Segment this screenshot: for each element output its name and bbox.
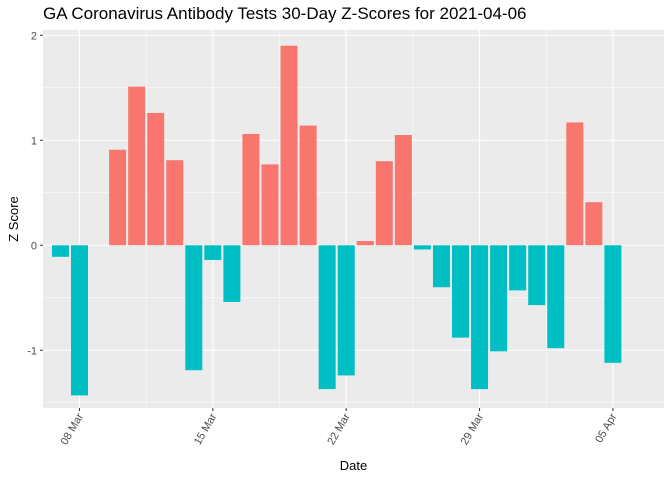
bar (528, 245, 546, 306)
y-axis: -1 0 1 2 (27, 30, 43, 357)
bar (204, 245, 222, 260)
bar (490, 245, 508, 352)
bar (261, 164, 279, 246)
bar (51, 245, 69, 257)
bar (585, 202, 603, 246)
bar (71, 245, 88, 396)
bar (413, 245, 431, 250)
y-tick-label: 2 (31, 30, 37, 42)
bar (242, 133, 260, 246)
bar (299, 125, 317, 246)
bar (280, 45, 298, 246)
bars (51, 45, 622, 396)
x-axis-title: Date (340, 458, 367, 473)
bar (432, 245, 450, 288)
y-tick-label: -1 (27, 345, 37, 357)
bar (452, 245, 469, 338)
x-tick-label: 29 Mar (459, 411, 487, 447)
bar (394, 135, 412, 246)
bar (566, 122, 584, 246)
bar (604, 245, 622, 363)
y-tick-label: 1 (31, 135, 37, 147)
bar (147, 112, 165, 246)
x-tick-label: 08 Mar (59, 411, 87, 447)
bar (547, 245, 565, 349)
x-tick-label: 15 Mar (192, 411, 220, 447)
bar (185, 245, 203, 371)
x-axis: 08 Mar 15 Mar 22 Mar 29 Mar 05 Apr (59, 408, 620, 447)
x-tick-label: 22 Mar (325, 411, 353, 447)
y-axis-title: Z Score (6, 196, 21, 242)
chart-title: GA Coronavirus Antibody Tests 30-Day Z-S… (43, 4, 527, 23)
bar (471, 245, 489, 390)
x-tick-label: 05 Apr (593, 411, 619, 445)
bar (109, 149, 127, 246)
bar (223, 245, 241, 302)
bar (509, 245, 527, 291)
bar (337, 245, 355, 376)
bar (166, 160, 184, 246)
bar (356, 241, 374, 246)
y-tick-label: 0 (31, 240, 37, 252)
bar (318, 245, 336, 390)
bar (375, 161, 393, 246)
bar (128, 86, 146, 246)
